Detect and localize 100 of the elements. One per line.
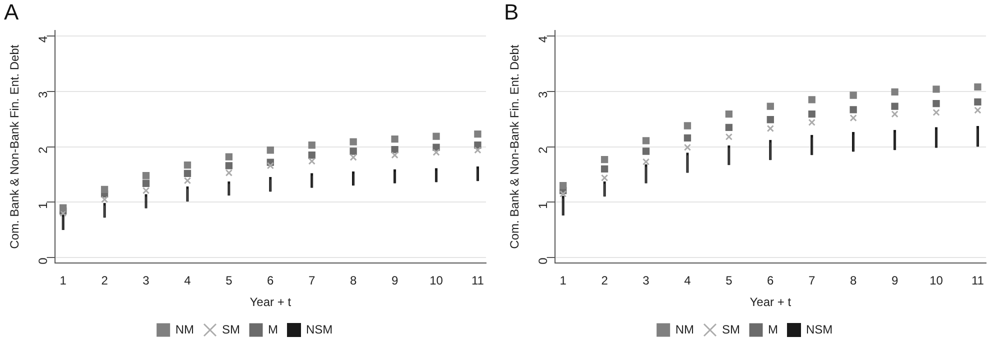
point [808,110,816,118]
point [474,146,482,154]
point [225,153,233,160]
point [974,98,982,106]
x-tick-label: 6 [267,274,274,288]
point [225,169,233,176]
y-tick-label: 1 [536,202,550,209]
legend-label: NM [675,322,694,336]
point [684,144,692,151]
point [391,135,398,143]
point [766,102,774,110]
point [600,156,608,164]
x-axis-title: Year + t [750,295,792,310]
x-tick-label: 10 [930,274,944,288]
point [891,88,898,96]
point [766,124,774,132]
point [642,148,650,155]
point [891,102,898,110]
y-axis-title: Com. Bank & Non-Bank Fin. Ent. Debt [8,44,22,249]
x-tick-label: 8 [350,274,357,288]
y-tick-label: 3 [536,91,550,98]
point [308,158,316,165]
point [808,96,816,104]
point [308,142,316,149]
x-tick-label: 6 [767,274,774,288]
x-tick-label: 1 [560,274,567,288]
point [474,142,482,149]
x-tick-label: 5 [726,274,733,288]
point [642,137,650,144]
point [100,186,108,194]
point [725,110,733,118]
legend-label: SM [722,322,740,336]
legend-label: M [268,322,278,336]
point [850,92,857,99]
x-tick-label: 4 [184,274,192,288]
x-tick-label: 4 [684,274,692,288]
y-tick-label: 0 [536,257,550,264]
x-tick-label: 3 [142,274,150,288]
point [850,114,857,122]
point [560,190,567,198]
point [932,108,940,116]
point [432,148,440,156]
point [766,116,774,124]
x-tick-label: 9 [391,274,398,288]
point [266,146,274,154]
point [684,134,692,142]
point [560,182,567,190]
x-tick-label: 11 [471,274,484,288]
chart-title: A [4,0,19,24]
x-tick-label: 3 [642,274,650,288]
point [225,162,233,170]
legend-label: M [768,322,778,336]
point [432,144,440,151]
point [308,152,316,159]
point [184,177,192,184]
y-tick-label: 2 [536,146,550,154]
legend-label: NSM [806,322,833,336]
legend-label: NM [175,322,194,336]
chart-title: B [504,0,519,24]
point [932,86,940,93]
point [350,148,357,155]
x-tick-label: 7 [308,274,316,288]
point [725,124,733,131]
legend-label: NSM [306,322,333,336]
y-axis-title: Com. Bank & Non-Bank Fin. Ent. Debt [508,44,522,249]
point [100,196,108,204]
point [600,165,608,173]
point [808,118,816,126]
x-tick-label: 2 [601,274,608,288]
point [184,170,192,177]
point [684,122,692,130]
point [432,132,440,140]
y-tick-label: 3 [36,91,50,98]
point [142,172,150,180]
y-tick-label: 4 [36,36,50,43]
point [474,130,482,138]
point [642,158,650,166]
x-tick-label: 8 [850,274,857,288]
point [600,174,608,182]
point [391,146,398,154]
x-tick-label: 1 [60,274,67,288]
x-tick-label: 10 [430,274,444,288]
point [850,106,857,114]
x-tick-label: 7 [808,274,816,288]
point [891,110,898,118]
point [184,162,192,169]
y-tick-label: 0 [36,257,50,264]
point [266,162,274,170]
x-tick-label: 5 [226,274,233,288]
point [974,106,982,114]
x-tick-label: 9 [891,274,898,288]
point [142,180,150,187]
y-tick-label: 2 [36,146,50,154]
point [60,204,67,212]
point [142,187,150,194]
point [350,154,357,161]
point [391,152,398,159]
x-axis-title: Year + t [250,295,292,310]
y-tick-label: 1 [36,202,50,209]
legend-label: SM [222,322,240,336]
